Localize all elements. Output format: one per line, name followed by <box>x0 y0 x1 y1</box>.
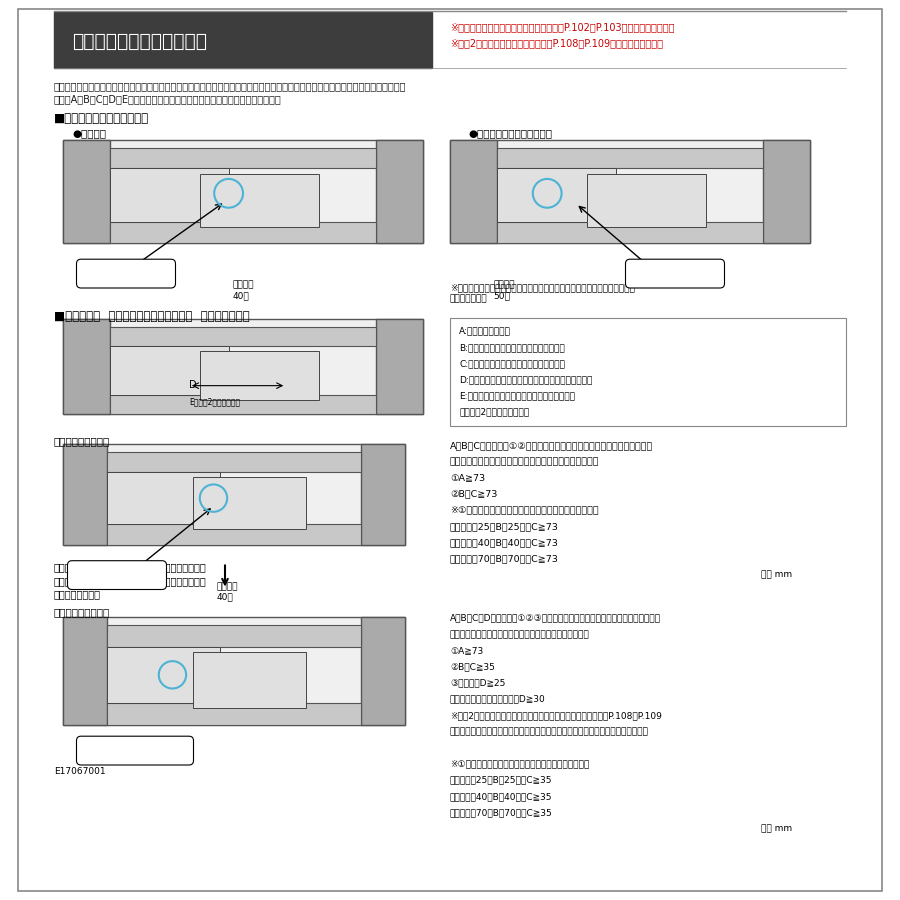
Bar <box>193 652 306 708</box>
Text: A・B・Cを測定し、①②の条件を満たしていれば、クレセント施解錠時に: A・B・Cを測定し、①②の条件を満たしていれば、クレセント施解錠時に <box>450 441 653 450</box>
Bar <box>376 140 423 243</box>
Bar <box>110 327 376 346</box>
Text: ふかし枠40（B＋40）－C≧73: ふかし枠40（B＋40）－C≧73 <box>450 538 559 547</box>
Text: 単位 mm: 単位 mm <box>760 824 792 833</box>
Text: E17067001: E17067001 <box>54 767 105 776</box>
Text: 引き残し
40㎜: 引き残し 40㎜ <box>217 582 239 602</box>
Text: 干渉する: 干渉する <box>74 567 97 577</box>
Text: 外窓クレセントの柄が内窓にぶつかることはありません。: 外窓クレセントの柄が内窓にぶつかることはありません。 <box>450 630 590 639</box>
Text: ●テラス・ランマ通しタイプ: ●テラス・ランマ通しタイプ <box>468 128 552 138</box>
Bar <box>63 320 423 414</box>
Bar <box>54 12 432 68</box>
Bar <box>110 168 229 222</box>
Text: ■戸先錠仕様  外窓クレセントの干渉回避  採寸のポイント: ■戸先錠仕様 外窓クレセントの干渉回避 採寸のポイント <box>54 310 249 322</box>
Bar <box>107 647 220 703</box>
Bar <box>193 477 306 529</box>
Bar <box>110 395 376 414</box>
Text: 戸先錠仕様採用時のご注意: 戸先錠仕様採用時のご注意 <box>72 32 207 50</box>
Bar <box>763 140 810 243</box>
Text: ●窓タイプ: ●窓タイプ <box>72 128 106 138</box>
Bar <box>63 140 110 243</box>
Bar <box>587 174 706 228</box>
Text: D: D <box>189 381 196 391</box>
Text: ②B－C≧73: ②B－C≧73 <box>450 490 498 499</box>
Text: 場合があります。: 場合があります。 <box>54 590 101 599</box>
Text: ぶつかってしまう場合、逆（右）勝手にすると回避可能な: ぶつかってしまう場合、逆（右）勝手にすると回避可能な <box>54 576 207 586</box>
Text: ※①で木額縁の見込が足りず、ふかし枠を使用した場合: ※①で木額縁の見込が足りず、ふかし枠を使用した場合 <box>450 760 590 769</box>
Text: 引き残し
50㎜: 引き残し 50㎜ <box>493 281 515 301</box>
FancyBboxPatch shape <box>76 736 194 765</box>
Text: E:クレセント柄の側面から開口の端までの距離: E:クレセント柄の側面から開口の端までの距離 <box>459 392 575 400</box>
Bar <box>107 703 361 724</box>
Bar <box>110 148 376 168</box>
Text: ふかし枠25（B＋25）－C≧35: ふかし枠25（B＋25）－C≧35 <box>450 776 553 785</box>
Text: 引き残し
40㎜: 引き残し 40㎜ <box>232 281 254 301</box>
Text: ③窓タイプD≧25: ③窓タイプD≧25 <box>450 679 506 688</box>
Bar <box>63 444 107 544</box>
Text: ※偏芯2枚建で、外窓と内窓の召合せの中心を揃えない場合は、P.108・P.109: ※偏芯2枚建で、外窓と内窓の召合せの中心を揃えない場合は、P.108・P.109 <box>450 711 662 720</box>
Bar <box>450 140 497 243</box>
Text: 干渉する: 干渉する <box>632 266 655 275</box>
Text: 以下のA・B・C・D・E寸法を採寸時に確認し、干渉を事前に回避してください。: 以下のA・B・C・D・E寸法を採寸時に確認し、干渉を事前に回避してください。 <box>54 94 282 104</box>
Text: 干渉しない: 干渉しない <box>83 744 112 754</box>
Text: ※図はテラスタイプです。ランマ通しタイプの引き残し寸法はテラスタイプ: ※図はテラスタイプです。ランマ通しタイプの引き残し寸法はテラスタイプ <box>450 284 634 292</box>
Text: B:内召せ框からの木額縁室内面までの距離: B:内召せ框からの木額縁室内面までの距離 <box>459 343 565 352</box>
Bar <box>63 616 405 724</box>
Bar <box>497 168 616 222</box>
Text: ※偏芯2枚建の場合の引き残し寸法はP.108・P.109をご参照ください。: ※偏芯2枚建の場合の引き残し寸法はP.108・P.109をご参照ください。 <box>450 38 663 48</box>
Text: ふかし枠25（B＋25）－C≧73: ふかし枠25（B＋25）－C≧73 <box>450 522 559 531</box>
Text: を参照しクレセントの柄が内窓の外召合せ框に干渉しないか確認してください。: を参照しクレセントの柄が内窓の外召合せ框に干渉しないか確認してください。 <box>450 727 649 736</box>
Bar <box>497 148 763 168</box>
Text: 外窓クレセントの柄が内窓にぶつかることはありません。: 外窓クレセントの柄が内窓にぶつかることはありません。 <box>450 457 599 466</box>
Text: ②B－C≧35: ②B－C≧35 <box>450 662 495 671</box>
Bar <box>497 222 763 243</box>
Bar <box>450 318 846 426</box>
Text: ※クレセント仕様の引き残しについては、P.102・P.103をご参照ください。: ※クレセント仕様の引き残しについては、P.102・P.103をご参照ください。 <box>450 22 674 32</box>
Bar <box>200 174 319 228</box>
FancyBboxPatch shape <box>76 259 176 288</box>
Text: 逆（左）勝手の場合: 逆（左）勝手の場合 <box>54 608 110 617</box>
Bar <box>376 320 423 414</box>
Bar <box>361 444 405 544</box>
Bar <box>63 140 423 243</box>
FancyBboxPatch shape <box>68 561 166 590</box>
Bar <box>361 616 405 724</box>
Text: 単位 mm: 単位 mm <box>760 571 792 580</box>
Bar <box>63 320 110 414</box>
Text: 正（左）勝手の場合: 正（左）勝手の場合 <box>54 436 110 446</box>
Bar <box>63 616 107 724</box>
Text: 戸先錠仕様は引き残しがあります。内窓の取付け位置により、外窓のクレセントの柄が内窓と干渉し施解錠できない場合があります。: 戸先錠仕様は引き残しがあります。内窓の取付け位置により、外窓のクレセントの柄が内… <box>54 81 407 91</box>
Bar <box>110 346 229 395</box>
Bar <box>450 140 810 243</box>
Text: ■戸先錠引き残しによる干渉: ■戸先錠引き残しによる干渉 <box>54 112 149 125</box>
Text: D:クレセント柄の側面から内召合せ框中心までの距離: D:クレセント柄の側面から内召合せ框中心までの距離 <box>459 375 592 384</box>
Text: ふかし枠40（B＋40）－C≧35: ふかし枠40（B＋40）－C≧35 <box>450 792 553 801</box>
Text: 干渉する: 干渉する <box>86 266 109 275</box>
Text: ふかし枠70（B＋70）－C≧73: ふかし枠70（B＋70）－C≧73 <box>450 554 559 563</box>
Bar <box>107 452 361 472</box>
FancyBboxPatch shape <box>626 259 725 288</box>
Text: A・B・C・Dを測定し、①②③の条件を満たしていれば、クレセント施解錠時に: A・B・C・Dを測定し、①②③の条件を満たしていれば、クレセント施解錠時に <box>450 614 661 623</box>
Text: テラス・ランマ通しタイプD≧30: テラス・ランマ通しタイプD≧30 <box>450 695 545 704</box>
Text: と同じです。: と同じです。 <box>450 294 488 303</box>
Text: （偏芯2枚建の場合のみ）: （偏芯2枚建の場合のみ） <box>459 408 529 417</box>
Text: 額縁見込み寸法が小さく、外窓のクレセントの柄が内窓に: 額縁見込み寸法が小さく、外窓のクレセントの柄が内窓に <box>54 562 207 572</box>
Text: ふかし枠70（B＋70）－C≧35: ふかし枠70（B＋70）－C≧35 <box>450 808 553 817</box>
Bar <box>107 525 361 544</box>
Text: A:木額縁の見込寸法: A:木額縁の見込寸法 <box>459 327 511 336</box>
Text: ①A≧73: ①A≧73 <box>450 646 483 655</box>
Bar <box>200 351 319 400</box>
Text: ①A≧73: ①A≧73 <box>450 473 485 482</box>
Bar <box>107 472 220 525</box>
Bar <box>63 444 405 544</box>
Bar <box>107 626 361 647</box>
Bar <box>110 222 376 243</box>
Text: E（偏芯2枚建の場合）: E（偏芯2枚建の場合） <box>189 398 240 407</box>
Text: ※①で木額縁の見込が足りず、ふかし枠を使用した場合: ※①で木額縁の見込が足りず、ふかし枠を使用した場合 <box>450 506 598 515</box>
Text: C:クレセント柄の内召合せ框からの出寸法: C:クレセント柄の内召合せ框からの出寸法 <box>459 359 565 368</box>
